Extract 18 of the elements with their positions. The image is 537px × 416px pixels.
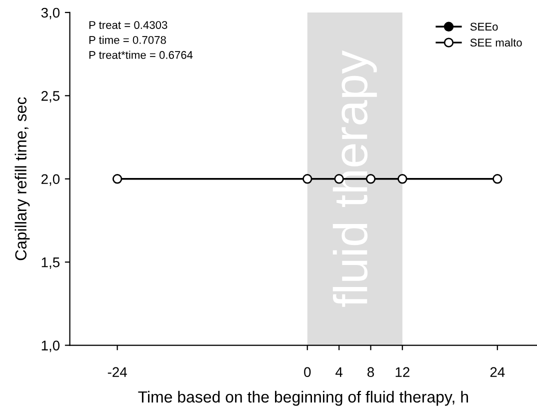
y-axis-title: Capillary refill time, sec bbox=[14, 97, 30, 260]
x-tick-label: 24 bbox=[490, 367, 505, 377]
legend-label: SEEo bbox=[470, 22, 498, 31]
annotation: P treat*time = 0.6764 bbox=[89, 50, 193, 59]
annotation: P treat = 0.4303 bbox=[89, 21, 168, 29]
annotation: P time = 0.7078 bbox=[89, 36, 166, 44]
x-tick-label: -24 bbox=[108, 367, 127, 377]
y-tick-label: 1,5 bbox=[42, 258, 60, 269]
x-axis-title: Time based on the beginning of fluid therapy, h bbox=[138, 390, 468, 406]
legend-label: SEE malto bbox=[470, 38, 522, 47]
y-tick-label: 2,5 bbox=[41, 91, 60, 102]
x-tick-label: 8 bbox=[367, 367, 374, 378]
x-tick-label: 4 bbox=[335, 367, 342, 377]
x-tick-label: 12 bbox=[396, 367, 410, 377]
y-tick-label: 3,0 bbox=[41, 8, 60, 20]
x-tick-label: 0 bbox=[304, 367, 311, 378]
y-tick-label: 1,0 bbox=[42, 340, 60, 352]
y-tick-label: 2,0 bbox=[41, 174, 60, 186]
